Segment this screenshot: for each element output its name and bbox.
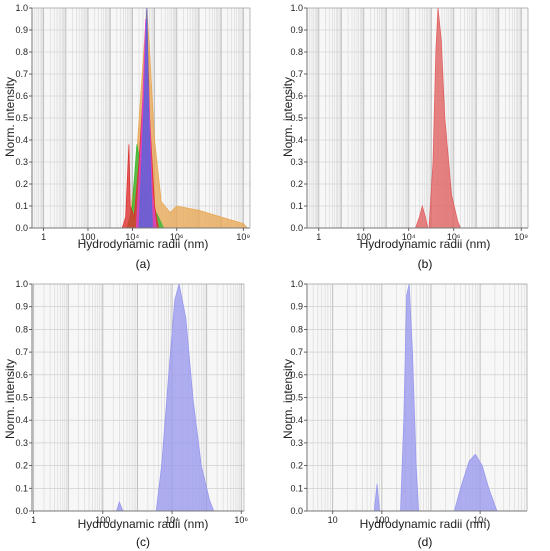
y-tick-label: 0.8 [15, 47, 28, 57]
y-tick-label: 0.2 [290, 461, 303, 471]
y-axis-label: Norm. intensity [3, 77, 17, 157]
y-tick-label: 0.0 [15, 506, 28, 516]
series-area-2 [453, 453, 498, 512]
x-tick-label: 10 [328, 515, 338, 525]
y-tick-label: 0.6 [290, 91, 303, 101]
y-tick-label: 0.1 [290, 483, 303, 493]
series-area-1 [155, 283, 215, 512]
y-tick-label: 0.5 [15, 393, 28, 403]
panel-caption: (d) [418, 535, 433, 549]
panel-d: 0.0 0.1 0.2 0.3 0.4 0.5 0.6 0.7 0.8 0.9 1.0 10 100 10… [275, 276, 550, 551]
y-tick-label: 0.0 [15, 223, 28, 233]
x-tick-label: 1 [41, 232, 46, 242]
y-tick-label: 0.9 [15, 25, 28, 35]
x-axis-label: Hydrodynamic radii (nm) [78, 517, 209, 531]
y-tick-label: 0.3 [290, 438, 303, 448]
x-tick-label: 10⁶ [447, 232, 461, 242]
y-axis-label: Norm. intensity [281, 359, 295, 439]
chart-d-svg: 0.0 0.1 0.2 0.3 0.4 0.5 0.6 0.7 0.8 0.9 1.0 10 100 10… [281, 279, 528, 549]
y-axis-label: Norm. intensity [281, 77, 295, 157]
y-tick-label: 0.1 [15, 201, 28, 211]
y-tick-label: 0.8 [290, 324, 303, 334]
panel-a: 0.0 0.1 0.2 0.3 0.4 0.5 0.6 0.7 0.8 0.9 1.0 1 100 10⁴… [0, 0, 275, 275]
y-tick-label: 0.1 [15, 483, 28, 493]
y-tick-label: 0.5 [290, 113, 303, 123]
x-axis-label: Hydrodynamic radii (nm) [78, 237, 209, 251]
chart-c-svg: 0.0 0.1 0.2 0.3 0.4 0.5 0.6 0.7 0.8 0.9 1.0 1 100 10⁴… [3, 279, 248, 549]
y-tick-label: 0.3 [15, 438, 28, 448]
x-tick-label: 1 [31, 515, 36, 525]
y-tick-label: 0.9 [15, 302, 28, 312]
y-tick-label: 0.2 [15, 461, 28, 471]
x-tick-label: 10⁴ [125, 232, 139, 242]
y-tick-label: 0.3 [290, 157, 303, 167]
y-tick-label: 0.7 [290, 69, 303, 79]
y-tick-label: 0.4 [290, 415, 303, 425]
y-tick-label: 0.5 [290, 393, 303, 403]
x-tick-label: 1 [316, 232, 321, 242]
y-tick-label: 0.5 [15, 113, 28, 123]
panel-caption: (c) [136, 535, 150, 549]
y-tick-label: 0.6 [15, 91, 28, 101]
y-tick-label: 0.7 [15, 347, 28, 357]
y-tick-label: 0.7 [290, 347, 303, 357]
y-tick-label: 0.4 [15, 135, 28, 145]
panel-c: 0.0 0.1 0.2 0.3 0.4 0.5 0.6 0.7 0.8 0.9 1.0 1 100 10⁴… [0, 276, 275, 551]
panel-caption: (a) [136, 257, 151, 271]
y-tick-label: 1.0 [15, 3, 28, 13]
y-tick-label: 0.6 [290, 370, 303, 380]
y-tick-label: 0.9 [290, 25, 303, 35]
y-tick-label: 0.0 [290, 223, 303, 233]
y-tick-label: 0.9 [290, 302, 303, 312]
y-tick-label: 0.4 [15, 415, 28, 425]
y-tick-label: 0.6 [15, 370, 28, 380]
x-tick-label: 10⁴ [402, 232, 416, 242]
chart-b-svg: 0.0 0.1 0.2 0.3 0.4 0.5 0.6 0.7 0.8 0.9 1.0 1 100 10⁴… [281, 3, 528, 271]
y-tick-label: 0.1 [290, 201, 303, 211]
y-tick-label: 0.2 [290, 179, 303, 189]
panel-caption: (b) [418, 257, 433, 271]
x-tick-label: 10⁹ [514, 232, 528, 242]
x-tick-label: 10⁶ [234, 515, 248, 525]
y-tick-label: 0.4 [290, 135, 303, 145]
series-area-1 [400, 283, 420, 512]
panel-b: 0.0 0.1 0.2 0.3 0.4 0.5 0.6 0.7 0.8 0.9 1.0 1 100 10⁴… [275, 0, 550, 275]
x-tick-label: 10⁹ [236, 232, 250, 242]
y-tick-label: 0.8 [15, 324, 28, 334]
x-tick-label: 100 [95, 515, 110, 525]
chart-a-svg: 0.0 0.1 0.2 0.3 0.4 0.5 0.6 0.7 0.8 0.9 1.0 1 100 10⁴… [3, 3, 250, 271]
y-tick-label: 0.2 [15, 179, 28, 189]
x-tick-label: 100 [374, 515, 389, 525]
y-axis-label: Norm. intensity [3, 359, 17, 439]
x-axis-label: Hydrodynamic radii (nm) [360, 237, 491, 251]
y-tick-label: 1.0 [290, 279, 303, 289]
x-tick-label: 10⁴ [165, 515, 179, 525]
y-tick-label: 0.8 [290, 47, 303, 57]
x-axis-label: Hydrodynamic radii (nm) [360, 517, 491, 531]
y-tick-label: 0.3 [15, 157, 28, 167]
series-area-0 [125, 7, 249, 229]
y-tick-label: 0.0 [290, 506, 303, 516]
y-tick-label: 1.0 [290, 3, 303, 13]
x-tick-label: 10⁶ [170, 232, 184, 242]
x-tick-label: 10⁴ [473, 515, 487, 525]
x-tick-label: 100 [356, 232, 371, 242]
y-tick-label: 1.0 [15, 279, 28, 289]
x-tick-label: 100 [80, 232, 95, 242]
y-tick-label: 0.7 [15, 69, 28, 79]
series-area-1 [428, 7, 462, 229]
